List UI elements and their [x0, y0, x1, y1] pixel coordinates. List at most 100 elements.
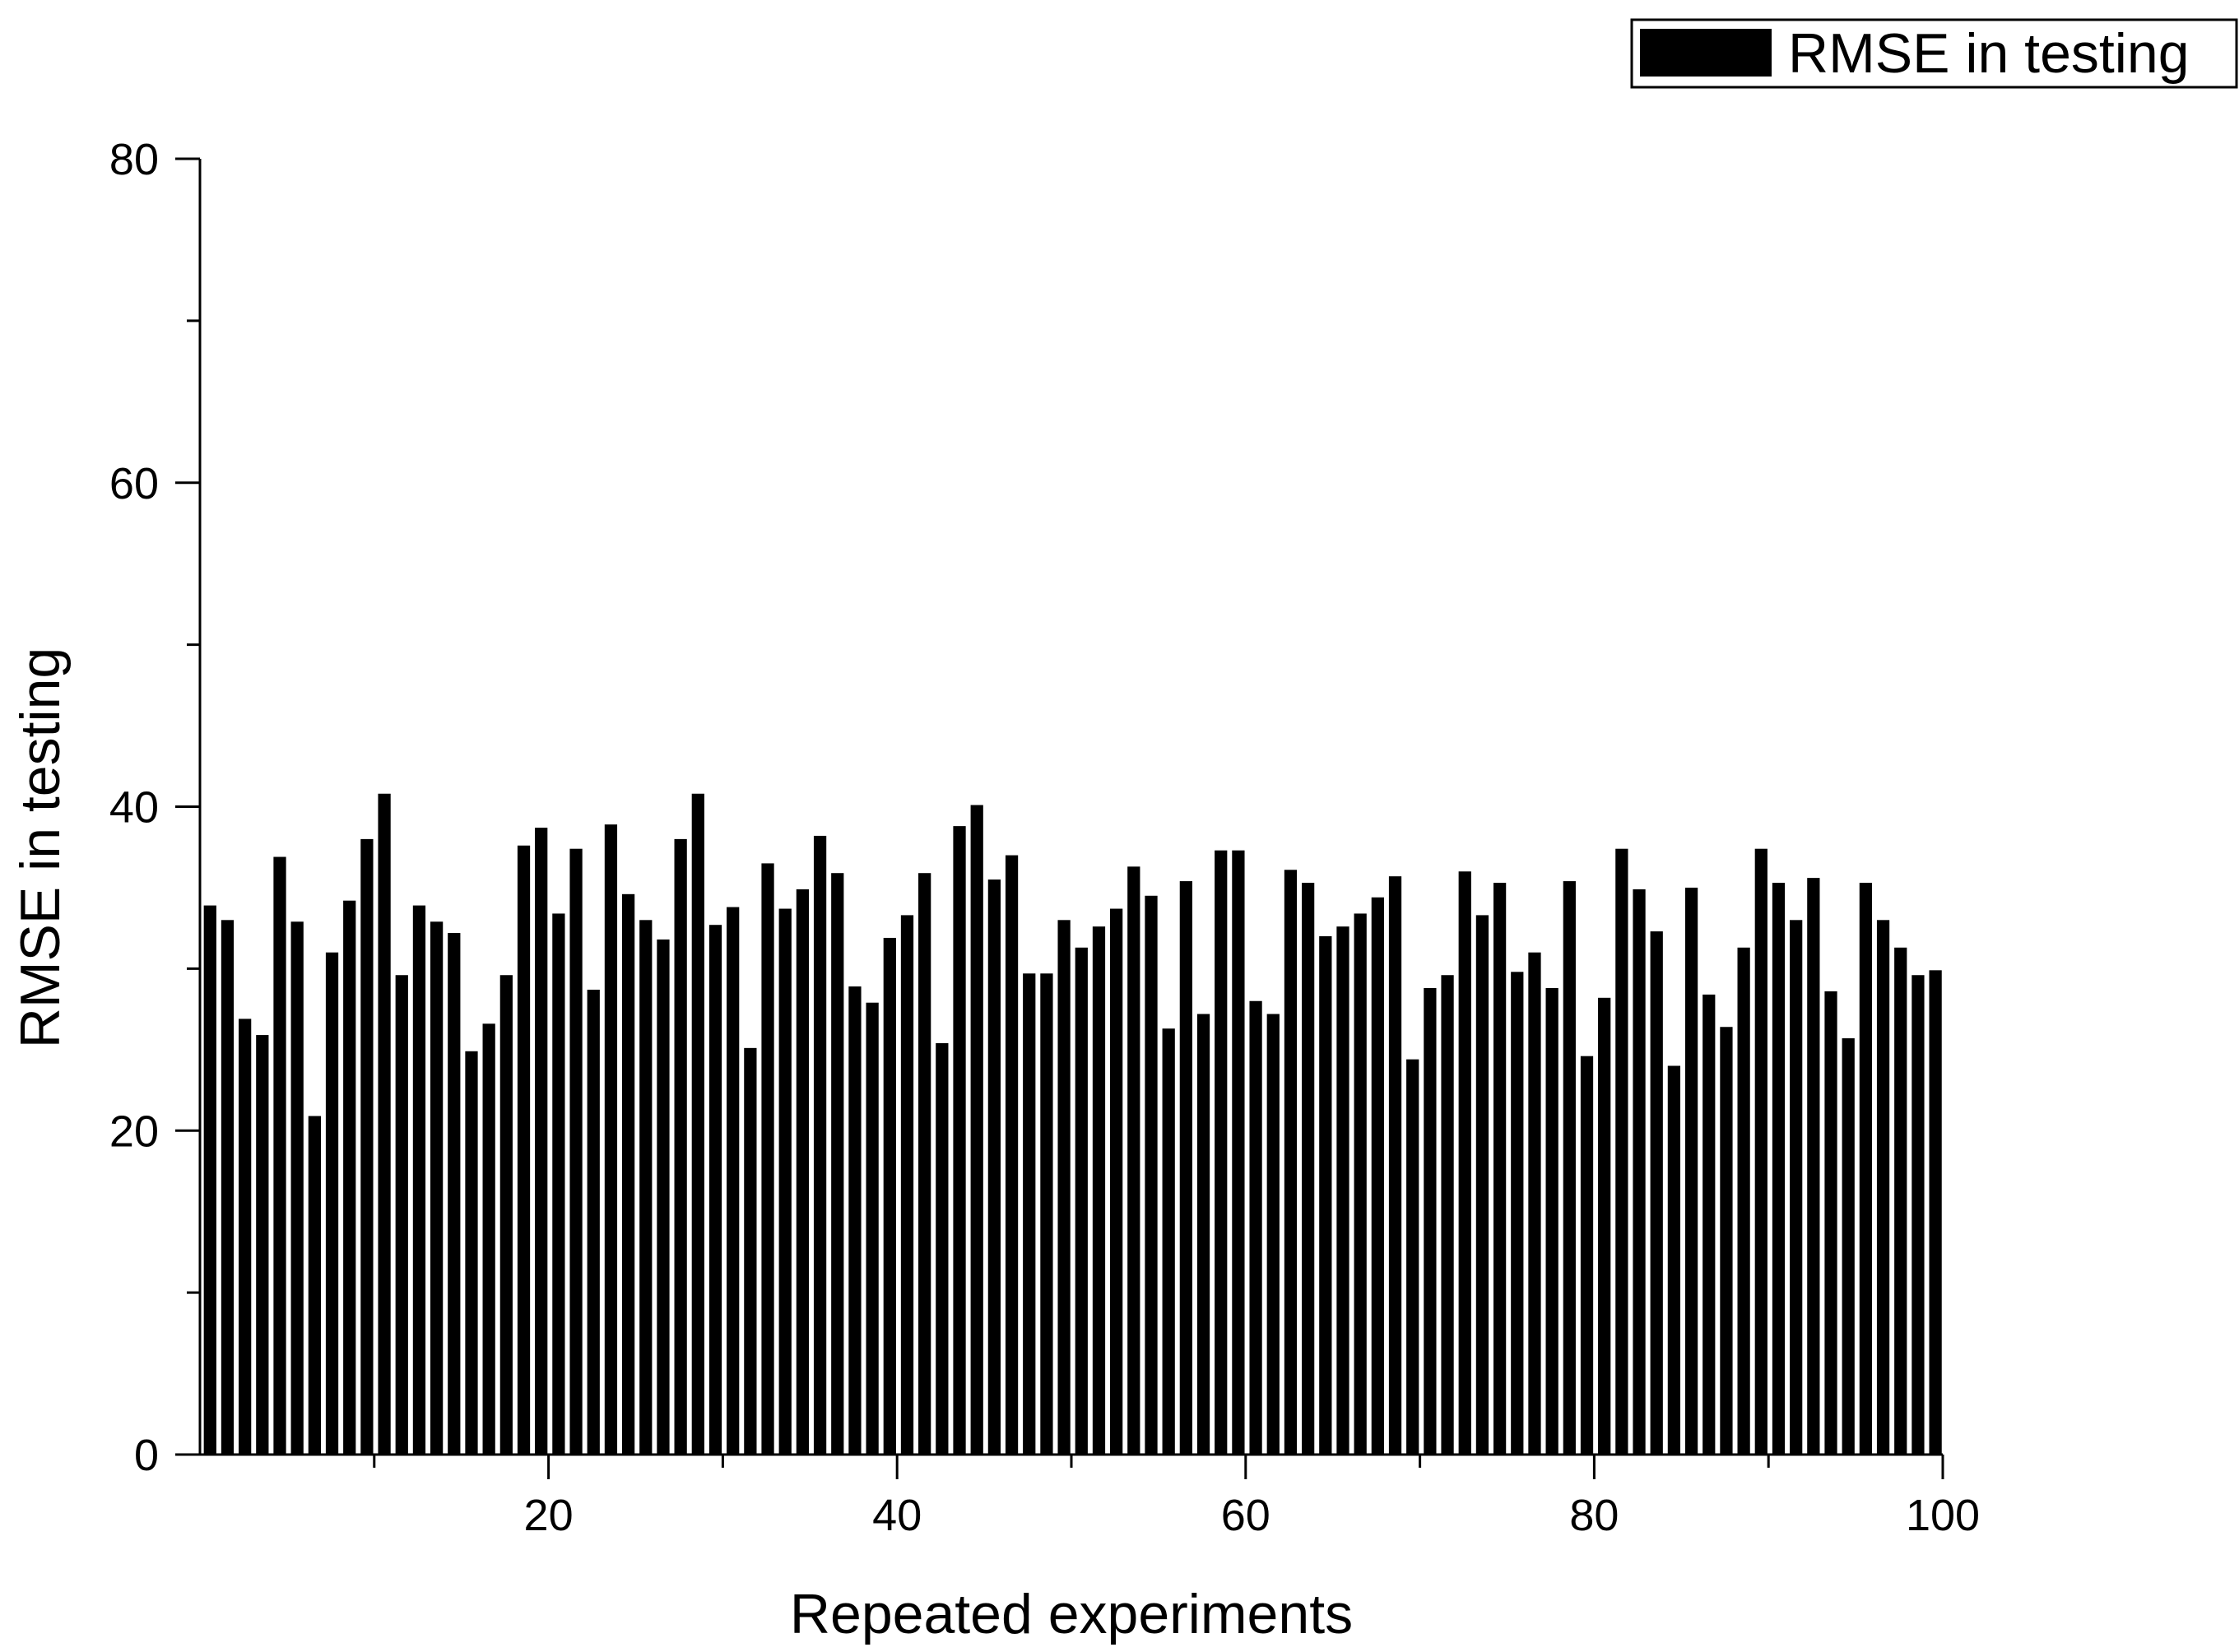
bar: [1179, 881, 1192, 1455]
bar: [1354, 913, 1367, 1455]
bar: [499, 975, 513, 1455]
bar: [1458, 871, 1471, 1455]
bar: [239, 1019, 252, 1455]
bar: [1545, 988, 1558, 1455]
bar: [1842, 1038, 1855, 1455]
bar: [587, 989, 600, 1455]
y-tick-label: 80: [109, 135, 159, 184]
bar: [360, 838, 374, 1455]
bar: [1598, 997, 1611, 1455]
bar: [1215, 850, 1228, 1455]
bar: [708, 925, 722, 1455]
bar: [1145, 895, 1158, 1455]
bar: [1424, 988, 1437, 1455]
bar: [1824, 991, 1837, 1455]
bar: [691, 793, 704, 1455]
bars-group: [203, 793, 1942, 1455]
bar: [1266, 1014, 1280, 1455]
bar: [831, 873, 844, 1455]
bar: [1110, 908, 1123, 1455]
y-tick-label: 60: [109, 459, 159, 508]
axes-group: [198, 159, 1943, 1456]
bar: [866, 1002, 879, 1455]
x-tick-label: 40: [872, 1491, 922, 1540]
bar: [900, 915, 914, 1455]
bar: [1563, 881, 1576, 1455]
bar: [953, 826, 966, 1455]
y-tick-label: 0: [134, 1431, 159, 1480]
bar: [1302, 883, 1315, 1455]
x-tick-label: 60: [1221, 1491, 1270, 1540]
bar: [1876, 920, 1890, 1455]
bar: [221, 920, 235, 1455]
bar: [1441, 975, 1454, 1455]
bar: [1580, 1056, 1594, 1455]
bar: [761, 863, 774, 1455]
bar: [1388, 876, 1402, 1455]
bar: [727, 907, 740, 1455]
bar: [1702, 994, 1716, 1455]
bar: [674, 838, 687, 1455]
bar: [1371, 897, 1384, 1455]
bar: [1528, 952, 1541, 1455]
legend-swatch: [1640, 29, 1772, 77]
bar: [325, 952, 339, 1455]
bar: [308, 1116, 321, 1455]
y-tick-label: 40: [109, 783, 159, 833]
bar: [430, 921, 444, 1455]
bar: [1336, 926, 1349, 1455]
bar: [552, 913, 565, 1455]
legend: RMSE in testing: [1630, 18, 2238, 89]
bar: [1023, 973, 1036, 1455]
bar: [1929, 970, 1942, 1455]
bar: [1912, 975, 1925, 1455]
bar: [1650, 931, 1663, 1455]
bar: [1249, 1000, 1262, 1455]
bar: [744, 1047, 757, 1455]
bar: [378, 793, 391, 1455]
bar: [1737, 947, 1750, 1455]
bar: [1493, 883, 1507, 1455]
bar: [970, 805, 983, 1455]
bar: [1615, 848, 1628, 1455]
bar: [1475, 915, 1489, 1455]
ticks-group: [175, 157, 1944, 1479]
bar: [1196, 1014, 1210, 1455]
bar: [1633, 889, 1646, 1455]
bar: [987, 879, 1001, 1455]
bar: [1754, 848, 1768, 1455]
bar: [639, 920, 653, 1455]
y-tick-label: 20: [109, 1107, 159, 1156]
bar: [412, 905, 426, 1455]
bar: [778, 908, 792, 1455]
bar: [1406, 1059, 1419, 1455]
bar: [343, 900, 356, 1455]
bar: [1284, 870, 1298, 1455]
bar: [657, 939, 670, 1455]
bar: [813, 835, 827, 1455]
x-tick-label: 80: [1569, 1491, 1619, 1540]
bar: [621, 893, 635, 1455]
legend-label: RMSE in testing: [1788, 22, 2190, 85]
bar: [1511, 972, 1524, 1455]
bar: [918, 873, 931, 1455]
bar: [203, 905, 216, 1455]
bar: [604, 824, 618, 1455]
bar: [482, 1023, 495, 1455]
bar: [1075, 947, 1088, 1455]
bar: [395, 975, 408, 1455]
bar: [535, 828, 548, 1455]
bar: [569, 848, 583, 1455]
bar: [517, 845, 531, 1455]
bar: [1319, 936, 1332, 1455]
bar: [1790, 920, 1803, 1455]
bar: [1232, 850, 1245, 1455]
bar: [1127, 866, 1140, 1455]
bar: [1894, 947, 1907, 1455]
bar: [1720, 1027, 1733, 1455]
bar: [1772, 883, 1786, 1455]
bar: [290, 921, 304, 1455]
bar: [273, 856, 286, 1455]
